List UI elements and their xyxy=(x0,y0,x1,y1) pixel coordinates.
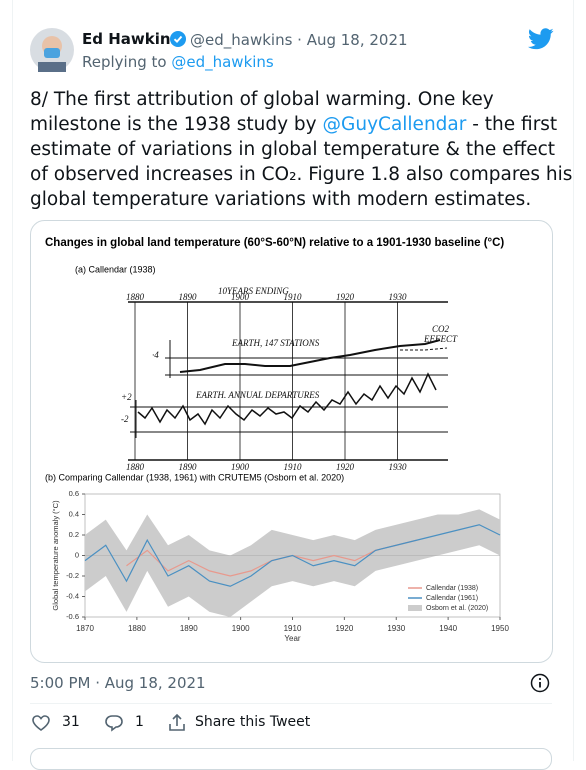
panel-a xyxy=(128,301,448,461)
text-part: milestone is the 1938 study by xyxy=(30,114,323,135)
avatar[interactable] xyxy=(30,28,74,72)
x-tick-label: 1890 xyxy=(180,624,198,633)
y-tick-label: 0.2 xyxy=(69,530,79,539)
series-line xyxy=(84,524,501,587)
reply-icon[interactable] xyxy=(104,713,124,733)
text-part: - the first xyxy=(466,114,558,135)
y-tick-label: 0.6 xyxy=(69,489,79,498)
tweet-text: estimate of variations in global tempera… xyxy=(30,139,556,160)
reply-prefix: Replying to xyxy=(82,53,167,71)
reply-count: 1 xyxy=(135,714,144,730)
twitter-logo[interactable] xyxy=(528,28,554,50)
panel-a-year: 1900 xyxy=(231,462,250,472)
panel-a-scale: ·4 xyxy=(152,350,159,360)
x-tick-label: 1870 xyxy=(76,624,94,633)
verified-badge xyxy=(170,31,186,47)
uncertainty-band xyxy=(85,509,500,617)
mention[interactable]: @GuyCallendar xyxy=(322,114,467,135)
legend-swatch xyxy=(408,605,422,611)
panel-a-year: 1900 xyxy=(231,292,250,302)
x-tick-label: 1900 xyxy=(232,624,250,633)
panel-a-year: 1920 xyxy=(336,462,355,472)
share-label[interactable]: Share this Tweet xyxy=(195,714,311,730)
next-card xyxy=(30,748,552,770)
author-meta: @ed_hawkins · Aug 18, 2021 xyxy=(190,31,408,49)
x-axis-label: Year xyxy=(284,634,301,643)
info-icon[interactable] xyxy=(530,673,550,693)
x-tick-label: 1950 xyxy=(491,624,509,633)
divider xyxy=(30,703,552,704)
author-name[interactable]: Ed Hawkins xyxy=(82,30,180,48)
panel-a-label: EARTH, 147 STATIONS xyxy=(231,338,320,348)
share-icon[interactable] xyxy=(167,713,187,733)
panel-a-year: 1890 xyxy=(179,462,198,472)
timestamp[interactable]: 5:00 PM · Aug 18, 2021 xyxy=(30,674,206,692)
y-tick-label: 0.4 xyxy=(69,509,79,518)
tweet-text: milestone is the 1938 study by @GuyCalle… xyxy=(30,114,557,135)
panel-a-year: 1890 xyxy=(179,292,198,302)
y-tick-label: -0.2 xyxy=(66,571,79,580)
x-tick-label: 1880 xyxy=(128,624,146,633)
x-tick-label: 1940 xyxy=(439,624,457,633)
reply-info: Replying to @ed_hawkins xyxy=(82,53,274,71)
legend-label: Osborn et al. (2020) xyxy=(426,605,488,612)
card-border xyxy=(12,0,574,761)
x-tick-label: 1910 xyxy=(284,624,302,633)
y-tick-label: -0.6 xyxy=(66,612,79,621)
legend-label: Callendar (1938) xyxy=(426,585,478,592)
tweet-text: of observed increases in CO₂. Figure 1.8… xyxy=(30,164,573,185)
panel-b: 0.6 0.4 0.2 0 -0.2 -0.4 -0.6 1870 1880 1890 1900 19… xyxy=(51,489,509,643)
reply-handle[interactable]: @ed_hawkins xyxy=(171,53,274,71)
y-tick-label: 0 xyxy=(75,550,79,559)
panel-a-axis-label: 10YEARS ENDING xyxy=(218,286,289,296)
tweet-text: global temperature variations with moder… xyxy=(30,189,532,210)
panel-a-label: EARTH. ANNUAL DEPARTURES xyxy=(195,390,320,400)
panel-a-title: (a) Callendar (1938) xyxy=(75,264,156,274)
chart-title: (b) Comparing Callendar (1938, 1961) wit… xyxy=(45,472,344,482)
panel-a-year: 1910 xyxy=(284,462,303,472)
panel-a-scale: -2 xyxy=(121,414,129,424)
legend-label: Callendar (1961) xyxy=(426,595,478,602)
x-tick-label: 1920 xyxy=(335,624,353,633)
like-icon[interactable] xyxy=(31,713,51,733)
figure-title: Changes in global land temperature (60°S… xyxy=(45,237,504,249)
tweet-text: 8/ The first attribution of global warmi… xyxy=(30,89,494,110)
like-count: 31 xyxy=(62,714,80,730)
panel-a-label: CO2 xyxy=(432,324,450,334)
panel-a-year: 1880 xyxy=(126,292,145,302)
x-tick-label: 1930 xyxy=(387,624,405,633)
panel-a-year: 1880 xyxy=(126,462,145,472)
panel-a-year: 1930 xyxy=(389,292,408,302)
panel-a-year: 1930 xyxy=(389,462,408,472)
panel-a-scale: +2 xyxy=(121,392,132,402)
y-axis-label: Global temperature anomaly (°C) xyxy=(51,500,60,611)
panel-a-year: 1920 xyxy=(336,292,355,302)
y-tick-label: -0.4 xyxy=(66,591,79,600)
panel-a-year: 1910 xyxy=(284,292,303,302)
panel-a-label: EFFECT xyxy=(423,334,458,344)
